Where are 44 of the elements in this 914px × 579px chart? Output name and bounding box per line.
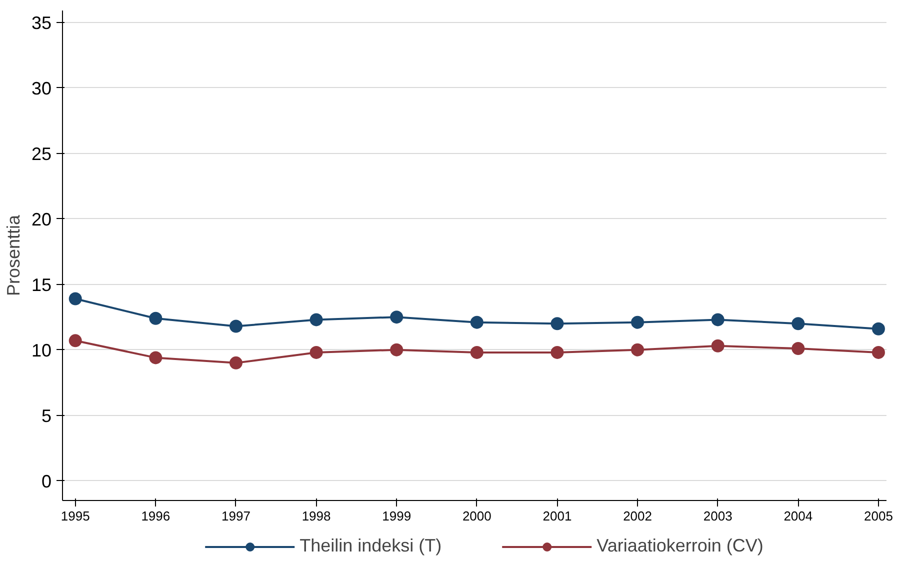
point: [631, 316, 644, 329]
x-tick-label: 1999: [382, 508, 412, 524]
point: [310, 346, 323, 359]
point: [68, 292, 82, 306]
point: [711, 313, 724, 326]
x-tick-label: 1998: [302, 508, 331, 524]
y-axis-title: Prosenttia: [3, 214, 24, 296]
legend-label: Theilin indeksi (T): [300, 536, 442, 556]
point: [229, 356, 242, 370]
x-tick-label: 2003: [703, 508, 732, 524]
y-tick-label: 10: [31, 340, 52, 360]
point: [792, 342, 805, 356]
point: [792, 317, 805, 330]
point: [149, 351, 162, 364]
point: [470, 346, 484, 359]
point: [68, 334, 82, 348]
x-tick-label: 1997: [222, 508, 250, 524]
x-tick-label: 1995: [60, 508, 90, 524]
point: [149, 312, 162, 325]
point: [229, 320, 242, 333]
y-tick-label: 35: [31, 12, 52, 33]
y-tick-label: 20: [31, 209, 52, 230]
y-tick-label: 15: [31, 274, 52, 295]
y-tick-label: 25: [31, 144, 52, 164]
point: [310, 313, 323, 326]
x-tick-label: 2000: [462, 508, 492, 524]
point: [872, 322, 885, 336]
x-tick-label: 2001: [542, 508, 572, 524]
y-tick-label: 30: [31, 78, 52, 98]
point: [390, 343, 404, 356]
x-tick-label: 2002: [623, 508, 652, 524]
point: [470, 316, 484, 329]
y-tick-label: 0: [41, 471, 52, 492]
point: [550, 317, 564, 330]
point: [872, 346, 885, 359]
x-tick-label: 2005: [864, 508, 893, 524]
x-tick-label: 1996: [141, 508, 170, 524]
point: [390, 310, 404, 324]
point: [631, 343, 644, 356]
y-tick-label: 5: [41, 406, 52, 426]
legend-label: Variaatiokerroin (CV): [596, 536, 764, 556]
point: [550, 346, 564, 359]
point: [711, 339, 724, 352]
x-tick-label: 2004: [784, 508, 813, 524]
